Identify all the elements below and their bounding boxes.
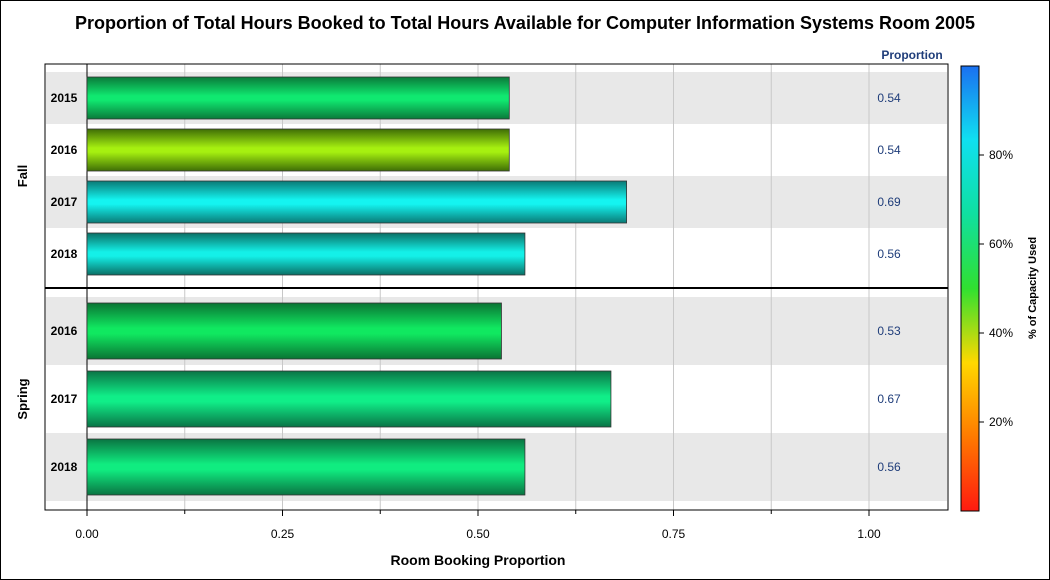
colorbar-tick-label: 60%: [989, 237, 1013, 251]
colorbar-title: % of Capacity Used: [1027, 237, 1039, 339]
value-label: 0.53: [877, 324, 901, 338]
bar: [86, 128, 510, 172]
x-tick-label: 0.00: [75, 527, 99, 541]
bar: [86, 76, 510, 120]
value-label: 0.67: [877, 392, 901, 406]
colorbar-tick-label: 80%: [989, 148, 1013, 162]
value-label: 0.69: [877, 195, 901, 209]
category-label: 2016: [51, 324, 78, 338]
x-tick-label: 1.00: [857, 527, 881, 541]
colorbar-tick-label: 40%: [989, 326, 1013, 340]
category-label: 2018: [51, 460, 78, 474]
x-tick-label: 0.25: [271, 527, 295, 541]
category-label: 2018: [51, 247, 78, 261]
value-label: 0.54: [877, 143, 901, 157]
bar: [86, 302, 502, 360]
category-label: 2017: [51, 195, 78, 209]
category-label: 2015: [51, 91, 78, 105]
x-tick-label: 0.50: [466, 527, 490, 541]
category-label: 2016: [51, 143, 78, 157]
value-column-header: Proportion: [881, 48, 942, 62]
value-label: 0.54: [877, 91, 901, 105]
colorbar-tick-label: 20%: [989, 415, 1013, 429]
bar: [86, 370, 612, 428]
colorbar: [960, 65, 980, 512]
value-label: 0.56: [877, 460, 901, 474]
category-label: 2017: [51, 392, 78, 406]
chart-title: Proportion of Total Hours Booked to Tota…: [75, 13, 975, 33]
bar: [86, 180, 627, 224]
x-tick-label: 0.75: [662, 527, 686, 541]
group-label: Spring: [15, 378, 30, 419]
value-label: 0.56: [877, 247, 901, 261]
x-axis-title: Room Booking Proportion: [391, 552, 566, 568]
bar: [86, 232, 526, 276]
bar: [86, 438, 526, 496]
group-label: Fall: [15, 165, 30, 187]
